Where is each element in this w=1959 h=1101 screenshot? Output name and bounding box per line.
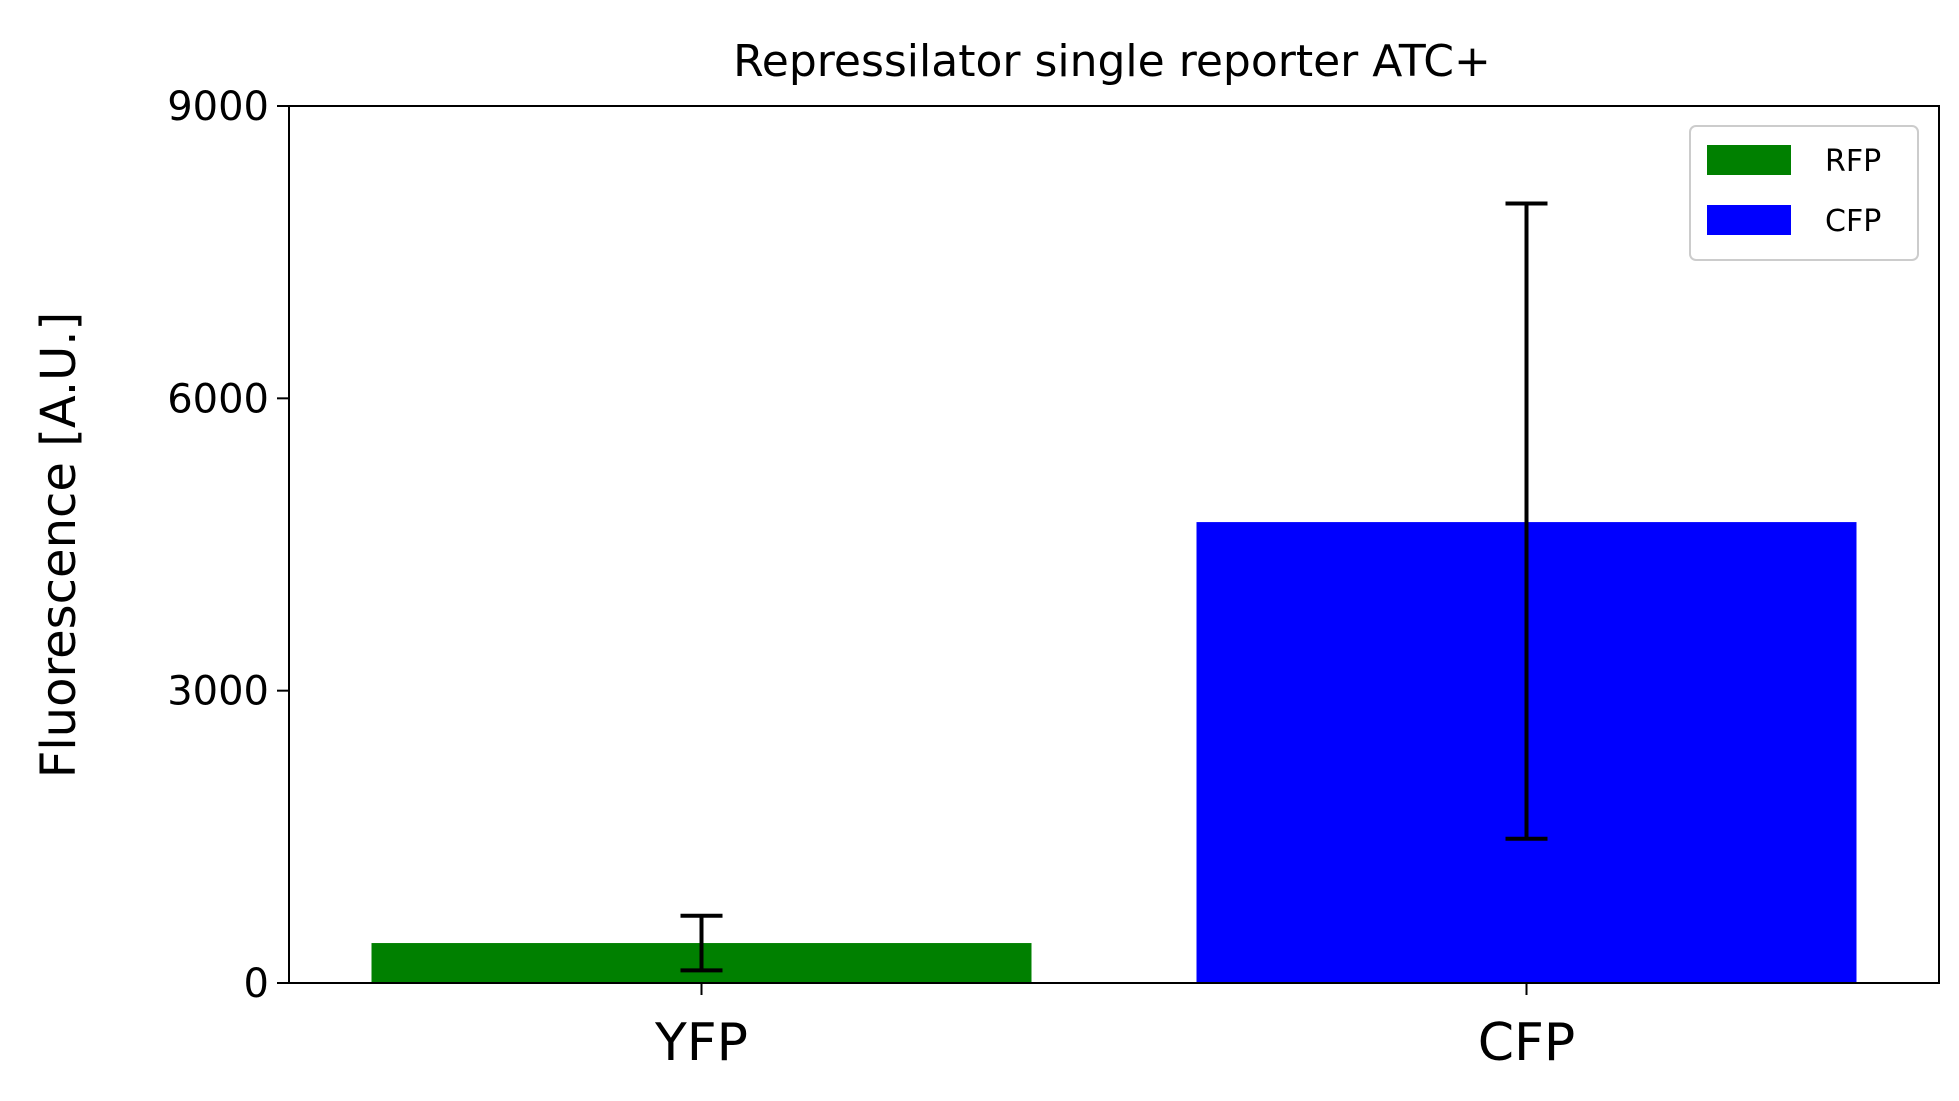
legend-swatch-cfp [1707, 205, 1791, 235]
x-tick-label-yfp: YFP [654, 1013, 748, 1073]
x-tick-label-cfp: CFP [1478, 1013, 1576, 1073]
y-axis-label: Fluorescence [A.U.] [31, 312, 87, 779]
y-tick-label: 3000 [167, 669, 269, 715]
x-ticks: YFP CFP [654, 983, 1575, 1073]
bars [371, 522, 1857, 983]
y-tick-label: 6000 [167, 376, 269, 422]
chart-title: Repressilator single reporter ATC+ [733, 36, 1491, 87]
legend-swatch-rfp [1707, 145, 1791, 175]
legend-label-rfp: RFP [1825, 144, 1881, 179]
legend: RFP CFP [1689, 125, 1919, 261]
y-tick-label: 9000 [167, 84, 269, 130]
plot-frame [288, 105, 1940, 984]
y-ticks: 0 3000 6000 9000 [167, 84, 289, 1007]
y-tick-label: 0 [244, 961, 269, 1007]
axes [288, 105, 1940, 984]
legend-label-cfp: CFP [1825, 204, 1881, 239]
error-bars [680, 201, 1548, 973]
